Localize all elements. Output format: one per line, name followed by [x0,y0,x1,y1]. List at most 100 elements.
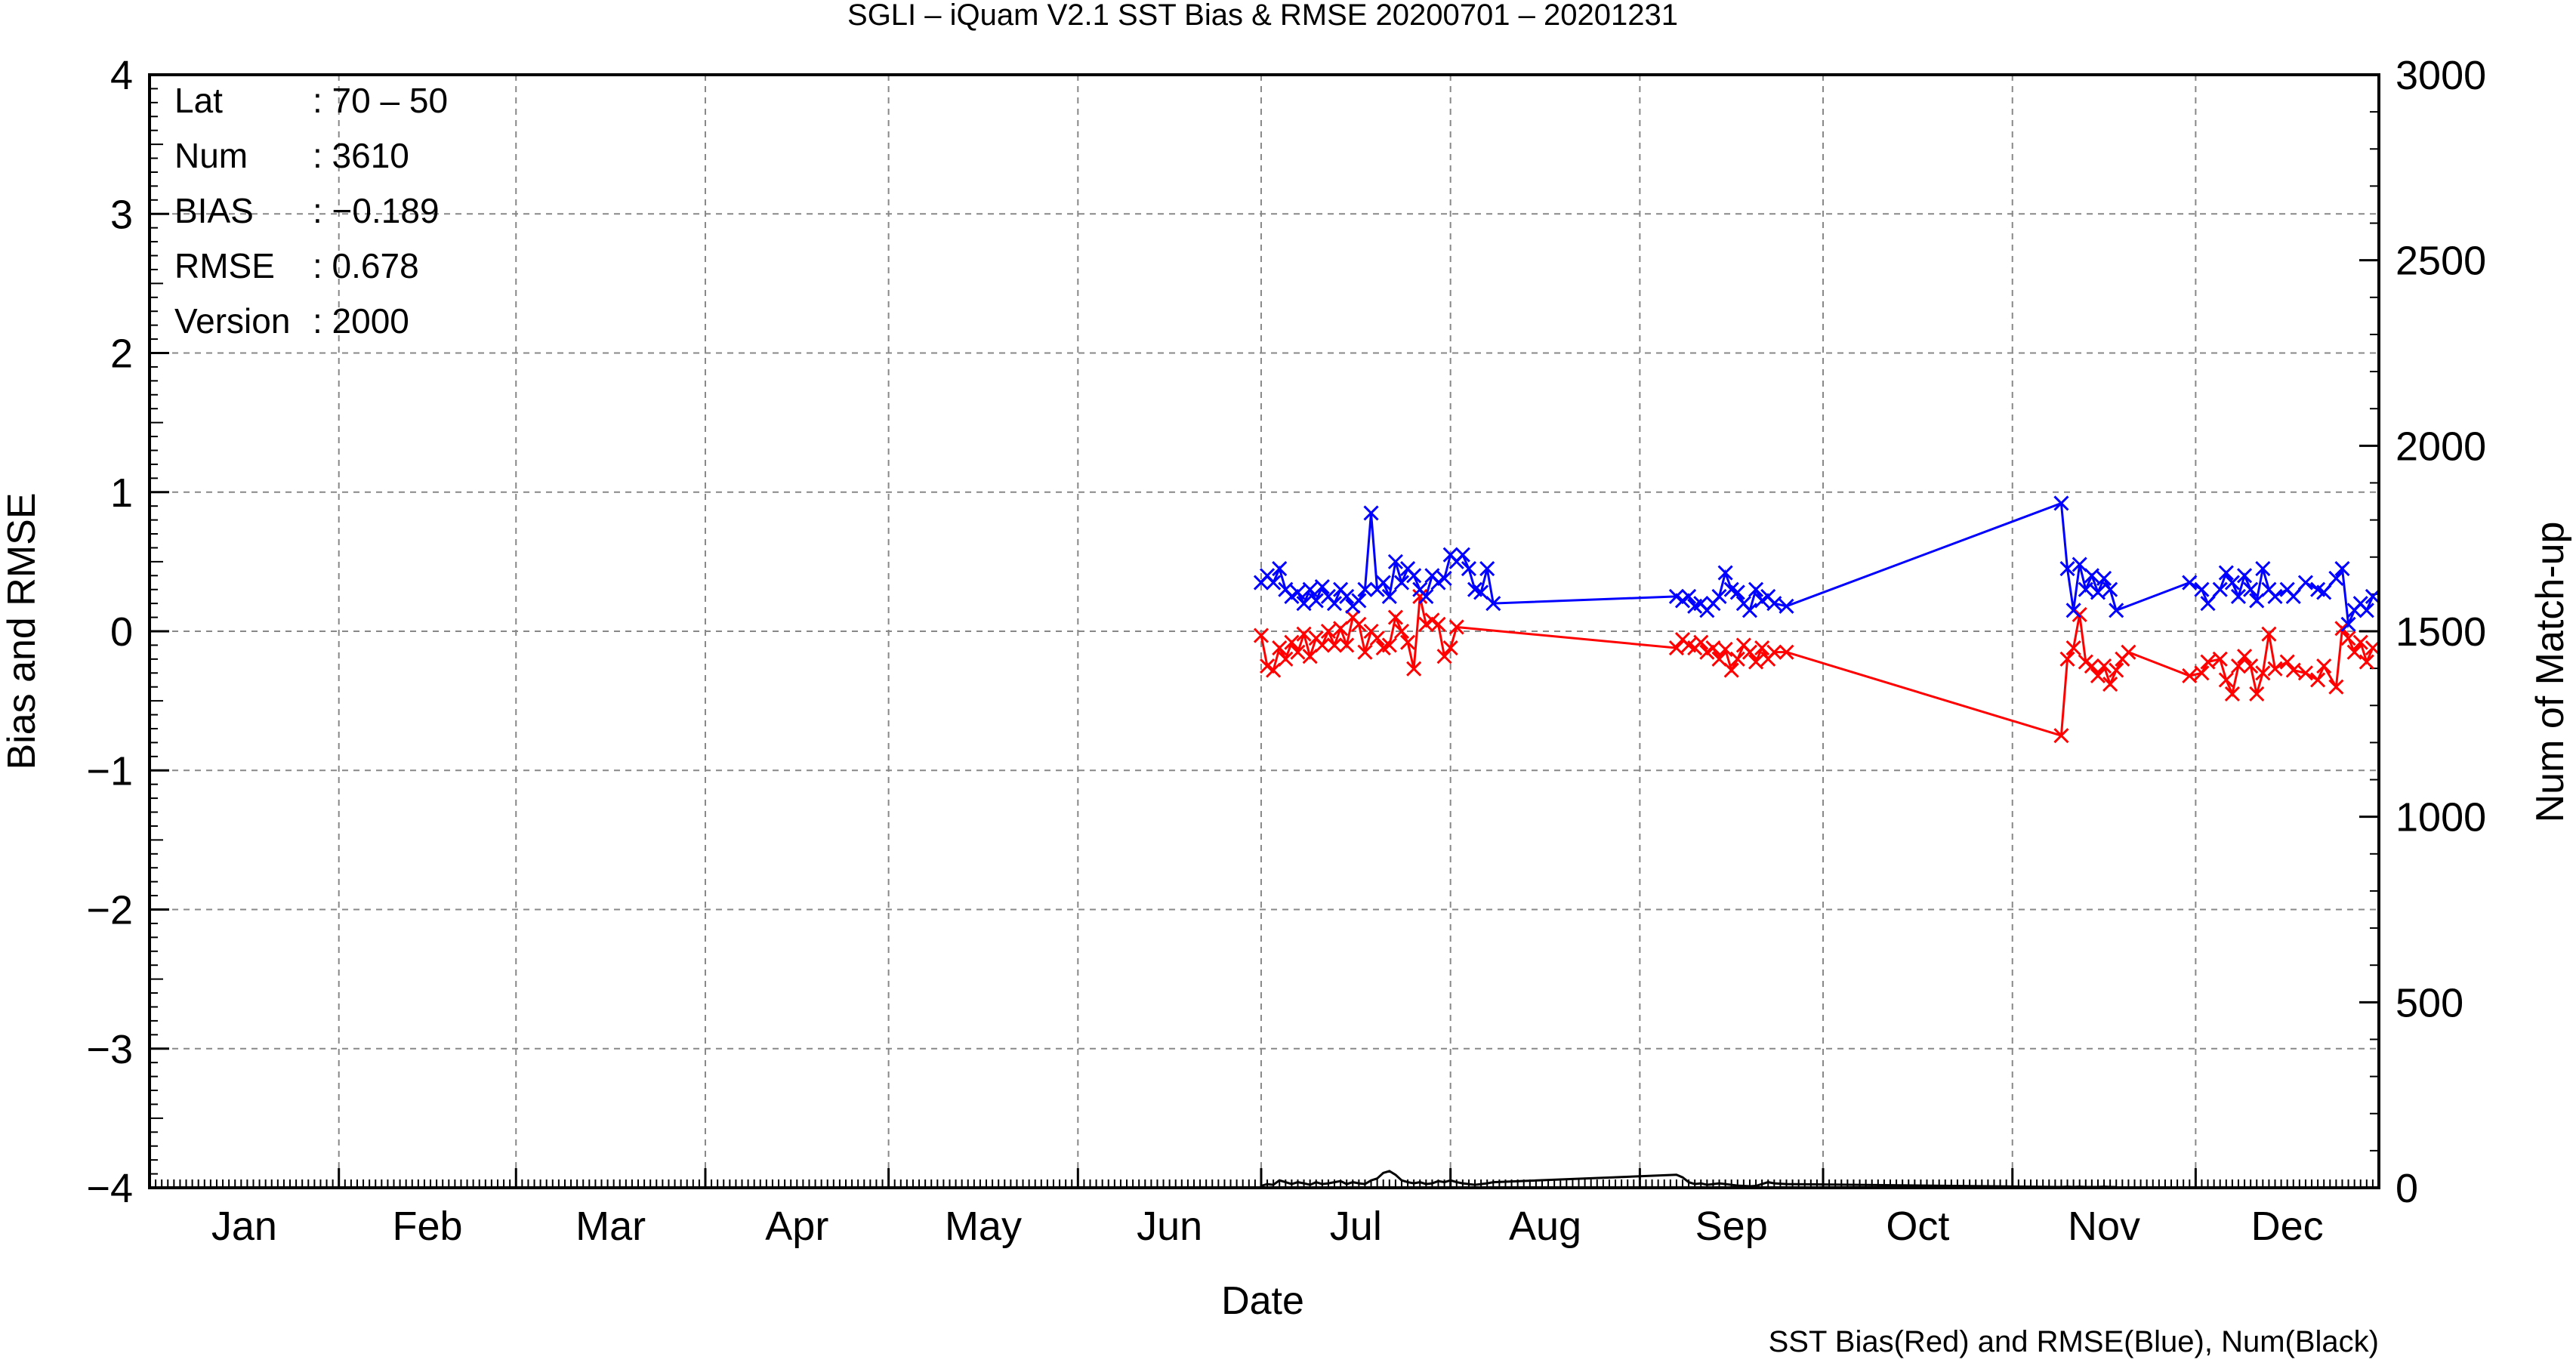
point-mark [1369,631,1385,646]
point-mark [2121,644,2136,660]
point-mark [1729,651,1745,667]
point-mark [1693,634,1709,650]
point-sst-bias [2224,686,2240,701]
point-mark [1424,612,1440,628]
point-mark [2053,495,2069,511]
point-mark [1748,654,1764,670]
point-mark [2316,658,2332,674]
point-rmse [2212,581,2228,597]
point-mark [2310,672,2326,688]
point-rmse [2182,575,2198,590]
point-mark [1381,588,1397,604]
point-rmse [2316,584,2332,600]
y-right-tick-label: 1000 [2396,795,2486,840]
point-sst-bias [2285,662,2301,678]
plot-area-border [148,73,2380,1189]
point-rmse [2096,570,2112,587]
point-rmse [1381,588,1397,604]
point-mark [1448,619,1464,635]
point-mark [2065,603,2081,618]
stat-value: : 3610 [313,136,409,175]
point-mark [1723,662,1739,678]
point-mark [2255,665,2271,681]
point-mark [1375,575,1391,590]
point-mark [1320,623,1336,640]
point-mark [1357,581,1373,597]
point-mark [1668,588,1684,604]
y-left-tick-label: 2 [110,331,133,377]
y-left-tick-labels: 4 3 2 1 0 −1 −2 −3 −4 [86,53,133,1211]
point-mark [1387,609,1403,625]
y-axis-left-label: Bias and RMSE [0,492,44,769]
point-mark [2328,679,2344,695]
stat-label: RMSE [174,246,275,285]
point-rmse [1418,588,1434,604]
point-sst-bias [1711,651,1727,667]
chart-title: SGLI – iQuam V2.1 SST Bias & RMSE 202007… [847,0,1678,32]
point-mark [2078,581,2093,597]
point-mark [2109,662,2124,678]
point-sst-bias [2237,649,2253,664]
point-rmse [2102,581,2118,597]
point-mark [1779,644,1794,660]
y-right-tick-labels: 3000 2500 2000 1500 1000 500 0 [2396,53,2486,1211]
point-mark [2102,676,2118,692]
point-rmse [1461,561,1476,577]
point-mark [1290,644,1306,660]
point-mark [2096,658,2112,674]
point-rmse [1363,505,1379,521]
point-mark [2310,581,2326,597]
point-mark [2249,593,2265,609]
point-mark [1406,661,1422,677]
point-sst-bias [1754,640,1770,656]
point-mark [2102,581,2118,597]
point-mark [1296,626,1312,642]
point-rmse [1290,584,1306,600]
point-mark [2365,640,2380,656]
point-sst-bias [2359,654,2374,670]
point-sst-bias [1351,616,1367,632]
point-mark [2255,561,2271,577]
point-sst-bias [2194,665,2210,681]
point-mark [2084,568,2099,584]
point-mark [1302,581,1318,597]
point-sst-bias [1339,637,1355,653]
point-mark [2243,581,2259,597]
point-rmse [1308,593,1324,609]
point-mark [2212,581,2228,597]
point-mark [1741,644,1758,660]
stat-label: BIAS [174,191,254,230]
point-mark [2261,626,2277,642]
point-sst-bias [1430,616,1446,632]
point-rmse [2084,568,2099,584]
point-sst-bias [1253,627,1269,643]
point-mark [2224,686,2240,701]
x-tick-label: Nov [2068,1204,2140,1249]
point-rmse [2218,565,2234,581]
stat-value: : −0.189 [313,191,440,230]
point-rmse [1272,561,1288,577]
point-sst-bias [1729,651,1745,667]
point-mark [1290,584,1306,600]
point-sst-bias [2084,658,2099,674]
point-rmse [1485,596,1501,612]
point-sst-bias [1333,621,1349,637]
point-rmse [2267,588,2283,604]
point-mark [2359,654,2374,670]
point-mark [1766,644,1782,660]
point-mark [1717,641,1733,658]
point-sst-bias [2096,658,2112,674]
point-mark [2182,575,2198,590]
point-rmse [1436,570,1452,587]
point-sst-bias [1766,644,1782,660]
point-rmse [1681,588,1697,604]
stats-box: Lat: 70 – 50 Num: 3610 BIAS: −0.189 RMSE: 0… [174,81,448,341]
stat-value: : 70 – 50 [313,81,448,120]
point-sst-bias [2255,665,2271,681]
point-mark [1351,593,1367,609]
point-sst-bias [1705,640,1721,656]
point-sst-bias [1693,634,1709,650]
point-mark [2059,561,2075,577]
point-sst-bias [1284,634,1300,650]
